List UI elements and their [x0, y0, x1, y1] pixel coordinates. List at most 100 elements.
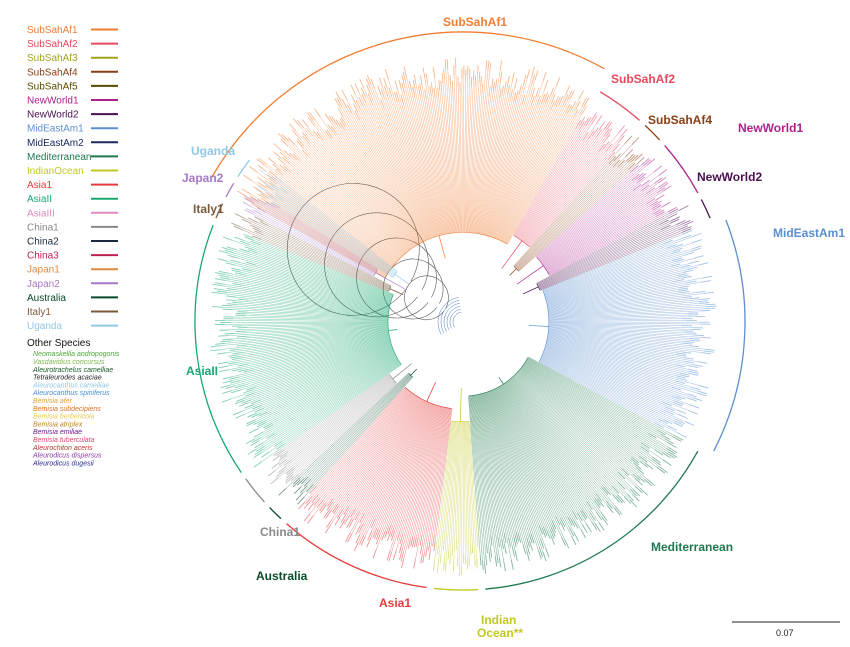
tree-leaf-branch [495, 388, 561, 519]
tree-leaf-branch [263, 221, 392, 286]
tree-tip-label [603, 128, 610, 137]
tree-leaf-branch [243, 240, 393, 297]
tree-tip-label [386, 550, 391, 561]
tree-leaf-branch [548, 304, 706, 317]
tree-leaf-branch [539, 183, 637, 261]
tree-leaf-branch [547, 277, 703, 307]
tree-tip-label [673, 434, 684, 441]
tree-tip-label [252, 404, 262, 410]
root-outgroup-branch [446, 305, 461, 331]
tree-leaf-branch [484, 392, 530, 542]
tree-leaf-branch [397, 101, 438, 237]
tree-tip-label [303, 500, 311, 509]
tree-leaf-branch [545, 199, 657, 270]
clade-arc-internal [536, 256, 550, 276]
tree-tip-label [693, 334, 704, 337]
tree-leaf-branch [279, 376, 392, 463]
tree-tip-label [677, 287, 689, 290]
tree-tip-label [336, 97, 343, 107]
tree-tip-label [572, 519, 579, 529]
tree-tip-label [545, 529, 551, 539]
tree-leaf-branch [415, 407, 447, 559]
tree-leaf-branch [404, 92, 441, 236]
tree-leaf-branch [494, 388, 556, 517]
tree-leaf-branch [380, 94, 433, 238]
tree-tip-label [390, 527, 395, 538]
tree-leaf-branch [308, 127, 408, 252]
clade-label-italy1: Italy1 [193, 202, 224, 216]
clade-label-asiaii: AsiaII [186, 364, 218, 378]
tree-leaf-branch [246, 326, 389, 337]
tree-leaf-branch [483, 100, 516, 235]
tree-tip-label [283, 149, 292, 158]
tree-leaf-branch [492, 389, 552, 524]
tree-tip-label [225, 385, 236, 389]
tree-tip-label [275, 194, 285, 202]
clade-arc-internal [387, 294, 402, 365]
tree-tip-label [254, 442, 264, 449]
tree-tip-label [231, 389, 242, 394]
tree-tip-label [700, 352, 712, 355]
tree-tip-label [308, 117, 315, 127]
tree-tip-label [419, 83, 422, 94]
tree-leaf-branch [325, 391, 411, 503]
tree-tip-label [433, 87, 436, 98]
tree-leaf-branch [238, 332, 389, 356]
legend-other-species-title: Other Species [27, 338, 90, 349]
clade-arc-internal [513, 266, 519, 272]
tree-tip-label [605, 500, 613, 509]
tree-leaf-branch [281, 158, 397, 263]
tree-leaf-branch [526, 133, 619, 245]
tree-leaf-branch [525, 151, 599, 244]
tree-leaf-branch [241, 272, 390, 306]
tree-tip-label [511, 72, 515, 83]
tree-leaf-branch [276, 200, 394, 277]
tree-tip-label [420, 543, 423, 554]
tree-tip-label [360, 536, 366, 546]
tree-leaf-branch [481, 393, 519, 534]
tree-tip-label [630, 458, 639, 466]
tree-tip-label [243, 197, 253, 204]
tree-leaf-branch [365, 102, 427, 241]
tree-leaf-branch [477, 394, 512, 561]
tree-tip-label [657, 176, 667, 184]
tree-leaf-branch [225, 280, 390, 310]
tree-tip-label [341, 98, 348, 108]
tree-leaf-branch [487, 84, 532, 236]
tree-tip-label [319, 502, 327, 511]
legend-species-item: Bemisia emiliae [33, 429, 82, 436]
tree-leaf-branch [475, 88, 496, 234]
tree-tip-label [676, 219, 686, 225]
tree-tip-label [260, 197, 270, 204]
tree-leaf-branch [542, 243, 664, 291]
tree-tip-label [696, 392, 707, 397]
tree-tip-label [704, 348, 715, 351]
tree-leaf-branch [255, 264, 391, 303]
tree-leaf-branch [406, 76, 444, 235]
tree-leaf-branch [482, 88, 515, 235]
tree-tip-label [254, 448, 264, 455]
tree-tip-label [247, 249, 258, 254]
tree-leaf-branch [510, 378, 602, 488]
tree-tip-label [496, 553, 499, 564]
tree-tip-label [222, 380, 233, 384]
tree-leaf-branch [322, 139, 409, 252]
clade-label-japan2: Japan2 [182, 171, 224, 185]
tree-leaf-branch [263, 351, 395, 409]
tree-leaf-branch [357, 112, 423, 242]
tree-leaf-branch [371, 401, 429, 532]
tree-leaf-branch [502, 113, 566, 242]
tree-leaf-branch [499, 386, 573, 511]
tree-leaf-branch [541, 356, 685, 422]
tree-leaf-branch [379, 403, 431, 531]
tree-leaf-branch [421, 85, 448, 234]
tree-tip-label [256, 158, 265, 166]
tree-tip-label [234, 384, 245, 389]
tree-tip-label [517, 533, 522, 543]
tree-leaf-branch [336, 133, 414, 248]
tree-leaf-branch [504, 99, 580, 243]
tree-tip-label [272, 163, 281, 171]
tree-leaf-branch [543, 350, 672, 397]
tree-tip-label [222, 308, 233, 311]
legend-item-subsahaf5: SubSahAf5 [27, 81, 78, 92]
